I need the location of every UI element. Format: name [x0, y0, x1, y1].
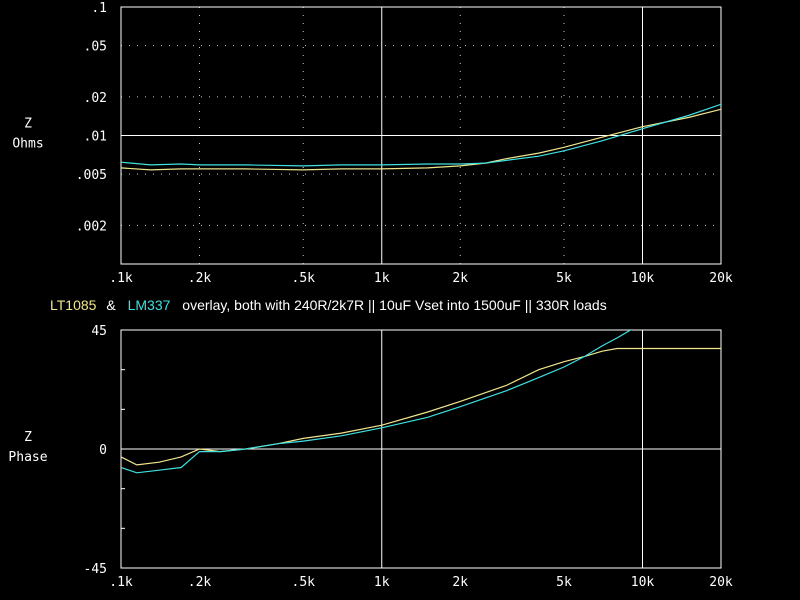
series-line-lm337 — [121, 330, 633, 474]
y-tick-label: .1 — [91, 1, 107, 16]
x-tick-label: 20k — [709, 271, 733, 286]
x-tick-label: 10k — [631, 271, 655, 286]
x-tick-label: 10k — [631, 575, 655, 590]
x-tick-label: 20k — [709, 575, 733, 590]
y-tick-label: .005 — [76, 168, 107, 183]
series-line-lt1085 — [121, 108, 721, 171]
x-tick-label: .5k — [292, 575, 316, 590]
caption-ampersand: & — [106, 297, 116, 313]
y-tick-label: 0 — [99, 443, 107, 458]
x-tick-label: .2k — [188, 575, 212, 590]
y-axis-label: Z — [24, 117, 32, 132]
series-line-lm337 — [121, 103, 721, 167]
plot-frame — [120, 6, 722, 265]
y-tick-label: .01 — [84, 130, 107, 145]
y-axis-label: Phase — [8, 450, 47, 465]
caption: LT1085 & LM337 overlay, both with 240R/2… — [50, 297, 607, 313]
x-tick-label: .5k — [292, 271, 316, 286]
caption-series-1: LT1085 — [50, 297, 97, 313]
x-tick-label: 5k — [556, 575, 572, 590]
series-line-lt1085 — [121, 347, 721, 466]
x-tick-label: 1k — [374, 575, 390, 590]
y-axis-label: Ohms — [12, 137, 43, 152]
y-tick-label: .02 — [84, 91, 107, 106]
caption-series-2: LM337 — [128, 297, 171, 313]
x-tick-label: 1k — [374, 271, 390, 286]
x-tick-label: .2k — [188, 271, 212, 286]
x-tick-label: .1k — [109, 271, 133, 286]
y-tick-label: -45 — [84, 562, 107, 577]
x-tick-label: 2k — [452, 271, 468, 286]
impedance-phase-panel: 45 0 -45.1k .2k .5k 1k 2k 5k 10k 20k Z Phase — [8, 324, 732, 590]
x-tick-label: 5k — [556, 271, 572, 286]
caption-description: overlay, both with 240R/2k7R || 10uF Vse… — [182, 297, 606, 313]
y-tick-label: .05 — [84, 40, 107, 55]
y-axis-label: Z — [24, 430, 32, 445]
x-tick-label: .1k — [109, 575, 133, 590]
plot-frame — [120, 329, 722, 569]
y-tick-label: .002 — [76, 219, 107, 234]
y-tick-label: 45 — [91, 324, 107, 339]
x-tick-label: 2k — [452, 575, 468, 590]
impedance-magnitude-panel: .1 .05 .02 .01 .005 .002 .1k .2k .5k 1k 2k 5k 10k 20k… — [12, 1, 733, 286]
